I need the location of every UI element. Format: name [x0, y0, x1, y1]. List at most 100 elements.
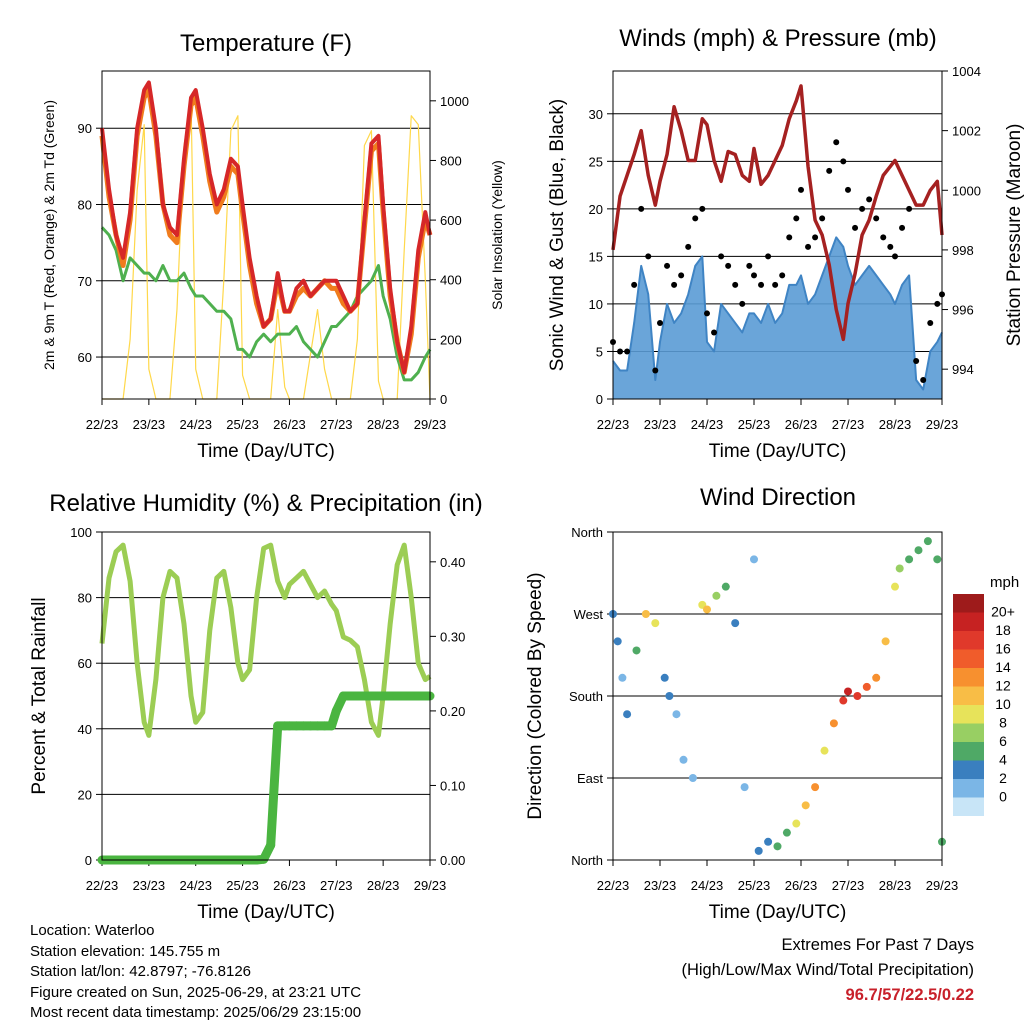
gust-point: [819, 215, 826, 222]
legend-label: 12: [995, 678, 1011, 694]
legend-swatch: [953, 612, 984, 631]
direction-point: [731, 619, 740, 628]
plot-frame: [612, 531, 943, 861]
precip-point: [399, 691, 409, 701]
temp-2m-line: [100, 80, 432, 375]
gust-point: [927, 319, 934, 326]
direction-point: [881, 637, 890, 646]
legend-swatch: [953, 686, 984, 705]
x-tick-label: 27/23: [832, 417, 865, 432]
direction-point: [632, 646, 641, 655]
x-axis-label: Time (Day/UTC): [709, 902, 847, 923]
y-tick-label: 30: [589, 107, 603, 122]
legend-swatch: [953, 649, 984, 668]
extremes-subtitle: (High/Low/Max Wind/Total Precipitation): [681, 961, 974, 979]
gust-point: [645, 253, 652, 260]
y-tick-label: 80: [78, 591, 92, 606]
direction-point: [872, 673, 881, 682]
gust-point: [833, 139, 840, 146]
precip-point: [298, 721, 308, 731]
precip-point: [352, 691, 362, 701]
gust-point: [758, 281, 765, 288]
plot-frame: [101, 531, 431, 861]
plot-frame: [101, 70, 431, 400]
legend-title: mph: [990, 574, 1019, 591]
y-tick-label: 20: [78, 787, 92, 802]
direction-point: [801, 801, 810, 810]
gust-point: [887, 243, 894, 250]
precip-point: [406, 691, 416, 701]
legend-label: 4: [999, 752, 1007, 768]
y-tick-label: East: [577, 771, 603, 786]
direction-point: [660, 673, 669, 682]
legend-swatch: [953, 668, 984, 687]
y2-tick-label: 400: [440, 273, 462, 288]
direction-point: [905, 555, 914, 564]
direction-point: [829, 719, 838, 728]
precip-point: [331, 706, 341, 716]
legend-swatch: [953, 723, 984, 742]
legend-label: 10: [995, 696, 1011, 712]
extremes-title: Extremes For Past 7 Days: [781, 936, 974, 954]
extremes-values: 96.7/57/22.5/0.22: [845, 986, 974, 1004]
direction-point: [862, 682, 871, 691]
station-latlon: Station lat/lon: 42.8797; -76.8126: [30, 963, 252, 980]
gust-point: [631, 281, 638, 288]
x-tick-label: 23/23: [644, 417, 677, 432]
y2-tick-label: 1000: [952, 183, 981, 198]
direction-point: [844, 687, 852, 696]
direction-point: [782, 828, 791, 837]
direction-point: [891, 582, 899, 591]
y-tick-label: 100: [70, 525, 92, 540]
y-tick-label: North: [571, 853, 603, 868]
dewpoint-line: [100, 226, 432, 382]
direction-point: [618, 673, 627, 682]
x-tick-label: 22/23: [86, 878, 119, 893]
gust-point: [746, 262, 753, 269]
x-tick-label: 25/23: [738, 878, 771, 893]
y-axis-label: Percent & Total Rainfall: [29, 597, 50, 794]
x-tick-label: 26/23: [785, 417, 818, 432]
direction-point: [764, 837, 773, 846]
wind-line: [612, 236, 943, 391]
gust-point: [671, 281, 678, 288]
gust-point: [880, 234, 887, 241]
y2-tick-label: 996: [952, 303, 974, 318]
x-tick-label: 28/23: [367, 878, 400, 893]
x-tick-label: 27/23: [832, 878, 865, 893]
y2-tick-label: 1004: [952, 64, 981, 79]
precip-point: [273, 721, 283, 731]
y-tick-label: 0: [85, 853, 92, 868]
station-elevation: Station elevation: 145.755 m: [30, 942, 221, 960]
y-tick-label: 90: [78, 121, 92, 136]
gust-point: [899, 224, 906, 231]
gust-point: [920, 376, 927, 383]
x-tick-label: 25/23: [738, 417, 771, 432]
gust-point: [852, 224, 859, 231]
x-tick-label: 22/23: [597, 878, 630, 893]
y2-tick-label: 0.20: [440, 704, 465, 719]
legend-label: 16: [995, 641, 1011, 657]
precip-point: [291, 721, 301, 731]
chart-title: Temperature (F): [180, 30, 352, 57]
direction-point: [773, 842, 782, 851]
gust-point: [779, 272, 786, 279]
gust-point: [624, 348, 631, 355]
direction-point: [839, 696, 848, 705]
legend-swatch: [953, 631, 984, 650]
y2-tick-label: 994: [952, 362, 974, 377]
direction-point: [853, 692, 862, 700]
legend-label: 8: [999, 715, 1007, 731]
x-tick-label: 23/23: [644, 878, 677, 893]
x-tick-label: 23/23: [133, 417, 166, 432]
precip-point: [320, 721, 330, 731]
direction-point: [792, 819, 801, 828]
recent-timestamp: Most recent data timestamp: 2025/06/29 2…: [30, 1004, 362, 1021]
legend-swatch: [953, 742, 984, 761]
gust-point: [805, 243, 812, 250]
x-tick-label: 27/23: [320, 417, 353, 432]
gust-point: [845, 186, 851, 193]
y-tick-label: 0: [596, 392, 603, 407]
x-tick-label: 23/23: [133, 878, 166, 893]
